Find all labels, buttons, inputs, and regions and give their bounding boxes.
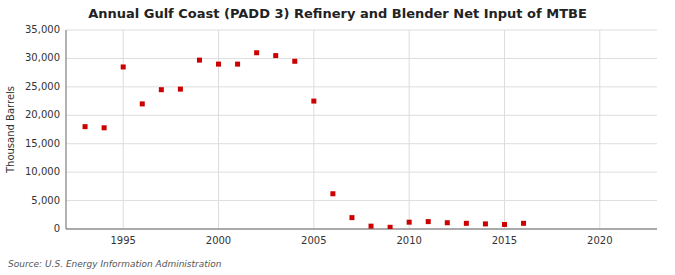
point — [140, 101, 145, 106]
point — [83, 124, 88, 129]
y-axis-line — [66, 30, 67, 229]
x-tick-label: 1995 — [110, 235, 135, 246]
y-tick-label: 35,000 — [25, 24, 60, 35]
point — [197, 58, 202, 63]
chart: 0 5,000 10,000 15,000 20,000 25,000 30,000 35,0… — [0, 0, 675, 275]
point — [388, 225, 393, 229]
point — [426, 219, 431, 224]
y-tick-label: 15,000 — [25, 138, 60, 149]
point — [349, 215, 354, 220]
y-tick-label: 5,000 — [31, 195, 60, 206]
y-tick-label: 0 — [54, 223, 60, 234]
point — [292, 59, 297, 64]
x-axis-line — [66, 229, 657, 230]
x-grid-line — [313, 30, 314, 229]
point — [330, 191, 335, 196]
x-tick-label: 2000 — [206, 235, 231, 246]
point — [464, 221, 469, 226]
x-grid-line — [504, 30, 505, 229]
y-grid-line — [66, 58, 657, 59]
y-axis-label: Thousand Barrels — [5, 86, 16, 174]
x-grid-line — [409, 30, 410, 229]
point — [159, 87, 164, 92]
point — [369, 224, 374, 229]
point — [483, 221, 488, 226]
y-grid-line — [66, 229, 657, 230]
y-tick-label: 25,000 — [25, 81, 60, 92]
points — [83, 50, 526, 229]
point — [445, 220, 450, 225]
x-grid-line — [123, 30, 124, 229]
y-grid-line — [66, 172, 657, 173]
y-grid-line — [66, 115, 657, 116]
x-grid-line — [599, 30, 600, 229]
y-grid-line — [66, 30, 657, 31]
x-tick-label: 2010 — [396, 235, 421, 246]
x-tick-label: 2005 — [301, 235, 326, 246]
x-tick-label: 2015 — [492, 235, 517, 246]
point — [254, 50, 259, 55]
y-grid-line — [66, 143, 657, 144]
point — [121, 64, 126, 69]
point — [102, 125, 107, 130]
point — [178, 87, 183, 92]
point — [216, 62, 221, 67]
y-tick-label: 30,000 — [25, 52, 60, 63]
title: Annual Gulf Coast (PADD 3) Refinery and … — [88, 6, 587, 21]
x-grid-line — [218, 30, 219, 229]
point — [407, 220, 412, 225]
point — [273, 53, 278, 58]
grid — [66, 30, 657, 229]
x-tick-label: 2020 — [587, 235, 612, 246]
source: Source: U.S. Energy Information Administ… — [8, 259, 222, 269]
y-tick-label: 20,000 — [25, 109, 60, 120]
point — [311, 99, 316, 104]
y-grid-line — [66, 86, 657, 87]
y-tick-label: 10,000 — [25, 166, 60, 177]
y-grid-line — [66, 200, 657, 201]
point — [521, 221, 526, 226]
point — [235, 62, 240, 67]
point — [502, 222, 507, 227]
